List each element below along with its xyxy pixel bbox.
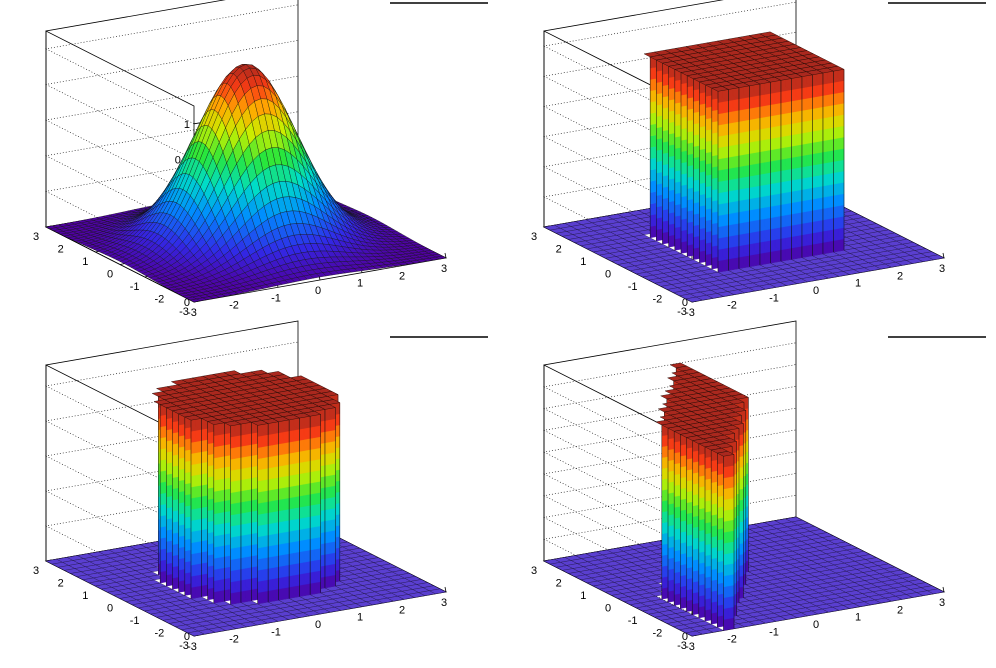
grid-line [45, 4, 299, 125]
y-tick-label: 0 [605, 269, 611, 281]
x-tick-label: -3 [187, 307, 197, 319]
y-tick-label: 0 [107, 269, 113, 281]
y-tick-label: -2 [652, 294, 662, 306]
y-tick-label: -1 [130, 281, 140, 293]
y-tick-label: -2 [154, 294, 164, 306]
chart-panel-2: 00.10.20.30.40.50.6×10⁻³-3-2-10123-3-2-1… [531, 0, 986, 319]
grid-line [45, 40, 299, 160]
y-tick-label: 2 [58, 244, 64, 256]
y-tick-label: 3 [33, 231, 39, 243]
x-tick-label: -2 [229, 300, 239, 312]
y-tick-label: -1 [628, 281, 638, 293]
y-tick-label: 3 [531, 231, 537, 243]
x-tick-label: 3 [441, 263, 447, 275]
y-tick-label: 1 [580, 256, 586, 268]
x-tick-label: 0 [813, 285, 819, 297]
x-tick-label: 0 [315, 285, 321, 297]
x-tick-label: 1 [855, 278, 861, 290]
x-tick-label: 2 [897, 270, 903, 282]
z-tick-label: 1 [184, 119, 190, 131]
z-tick-label: 0 [184, 297, 190, 309]
grid-line [45, 75, 299, 196]
y-tick-label: 1 [82, 256, 88, 268]
x-tick-label: 3 [939, 263, 945, 275]
x-tick-label: -1 [769, 292, 779, 304]
y-tick-label: -3 [179, 306, 189, 318]
y-tick-label: 2 [556, 244, 562, 256]
x-tick-label: 2 [399, 270, 405, 282]
x-tick-label: -2 [727, 300, 737, 312]
x-tick-label: -1 [271, 292, 281, 304]
y-tick-label: -3 [677, 306, 687, 318]
x-tick-label: 1 [357, 278, 363, 290]
